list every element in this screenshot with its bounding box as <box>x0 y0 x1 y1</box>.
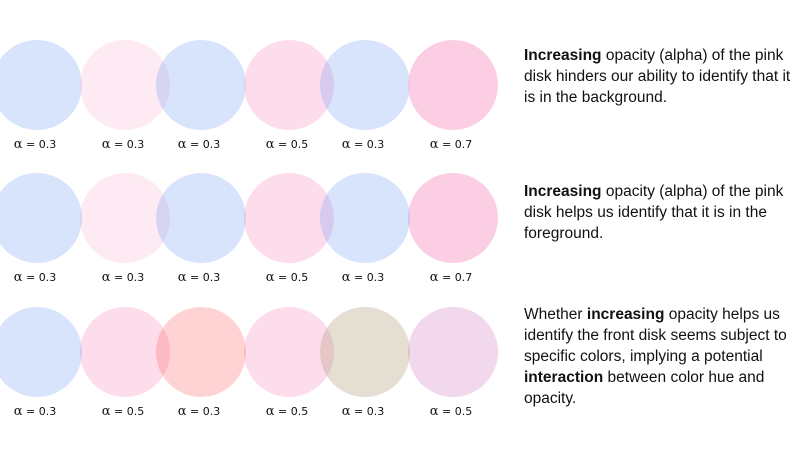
emphasis-text: interaction <box>524 369 604 386</box>
right-disk <box>80 40 170 130</box>
right-disk <box>408 307 498 397</box>
disk-pair: α = 0.3 α = 0.5 <box>156 173 334 285</box>
right-disk <box>80 173 170 263</box>
caption-text: between color hue and opacity. <box>524 369 765 407</box>
left-disk <box>156 173 246 263</box>
alpha-symbol: α <box>14 404 23 419</box>
alpha-symbol: α <box>266 270 275 285</box>
right-disk <box>80 307 170 397</box>
alpha-symbol: α <box>14 137 23 152</box>
alpha-symbol: α <box>266 137 275 152</box>
alpha-value: = 0.5 <box>439 405 473 418</box>
left-disk-alpha-label: α = 0.3 <box>342 270 385 285</box>
right-disk <box>244 173 334 263</box>
right-disk <box>408 173 498 263</box>
right-disk <box>244 40 334 130</box>
alpha-value: = 0.3 <box>351 405 385 418</box>
right-disk <box>244 307 334 397</box>
emphasis-text: Increasing <box>524 183 602 200</box>
alpha-value: = 0.7 <box>439 271 473 284</box>
alpha-symbol: α <box>430 270 439 285</box>
disk-pair: α = 0.3 α = 0.7 <box>320 40 498 152</box>
caption-row-2: Increasing opacity (alpha) of the pink d… <box>524 181 794 244</box>
alpha-value: = 0.3 <box>23 271 57 284</box>
left-disk-alpha-label: α = 0.3 <box>178 270 221 285</box>
left-disk-alpha-label: α = 0.3 <box>342 404 385 419</box>
emphasis-text: increasing <box>586 306 665 323</box>
left-disk-alpha-label: α = 0.3 <box>178 137 221 152</box>
caption-row-3: Whether increasing opacity helps us iden… <box>524 304 794 409</box>
alpha-value: = 0.5 <box>275 405 309 418</box>
disk-pair: α = 0.3 α = 0.5 <box>0 307 170 419</box>
left-disk <box>156 307 246 397</box>
left-disk <box>156 40 246 130</box>
alpha-symbol: α <box>102 404 111 419</box>
alpha-symbol: α <box>342 404 351 419</box>
alpha-value: = 0.3 <box>351 138 385 151</box>
alpha-value: = 0.3 <box>111 138 145 151</box>
alpha-value: = 0.5 <box>275 138 309 151</box>
left-disk <box>0 307 82 397</box>
left-disk <box>320 173 410 263</box>
caption-text: opacity (alpha) of the pink disk hinders… <box>524 47 791 106</box>
disk-pair: α = 0.3 α = 0.3 <box>0 173 170 285</box>
right-disk <box>408 40 498 130</box>
alpha-value: = 0.7 <box>439 138 473 151</box>
right-disk-alpha-label: α = 0.7 <box>430 137 473 152</box>
alpha-value: = 0.3 <box>23 138 57 151</box>
alpha-symbol: α <box>430 404 439 419</box>
left-disk-alpha-label: α = 0.3 <box>14 404 57 419</box>
disk-pair: α = 0.3 α = 0.5 <box>156 307 334 419</box>
alpha-symbol: α <box>102 270 111 285</box>
left-disk-alpha-label: α = 0.3 <box>178 404 221 419</box>
right-disk-alpha-label: α = 0.5 <box>266 137 309 152</box>
alpha-symbol: α <box>102 137 111 152</box>
left-disk <box>320 307 410 397</box>
left-disk <box>0 173 82 263</box>
alpha-value: = 0.3 <box>187 271 221 284</box>
left-disk-alpha-label: α = 0.3 <box>342 137 385 152</box>
caption-row-1: Increasing opacity (alpha) of the pink d… <box>524 45 794 108</box>
alpha-symbol: α <box>430 137 439 152</box>
left-disk-alpha-label: α = 0.3 <box>14 270 57 285</box>
alpha-symbol: α <box>178 270 187 285</box>
emphasis-text: Increasing <box>524 47 602 64</box>
disk-pair: α = 0.3 α = 0.5 <box>156 40 334 152</box>
alpha-symbol: α <box>14 270 23 285</box>
caption-text: Whether <box>524 306 587 323</box>
right-disk-alpha-label: α = 0.5 <box>266 270 309 285</box>
left-disk-alpha-label: α = 0.3 <box>14 137 57 152</box>
alpha-value: = 0.3 <box>187 138 221 151</box>
alpha-value: = 0.3 <box>23 405 57 418</box>
disk-pair: α = 0.3 α = 0.5 <box>320 307 498 419</box>
alpha-symbol: α <box>342 137 351 152</box>
alpha-value: = 0.3 <box>111 271 145 284</box>
disk-pair: α = 0.3 α = 0.3 <box>0 40 170 152</box>
right-disk-alpha-label: α = 0.5 <box>102 404 145 419</box>
caption-text: opacity helps us identify the front disk… <box>524 306 787 365</box>
left-disk <box>0 40 82 130</box>
right-disk-alpha-label: α = 0.7 <box>430 270 473 285</box>
right-disk-alpha-label: α = 0.5 <box>430 404 473 419</box>
alpha-value: = 0.3 <box>351 271 385 284</box>
right-disk-alpha-label: α = 0.3 <box>102 137 145 152</box>
right-disk-alpha-label: α = 0.5 <box>266 404 309 419</box>
alpha-value: = 0.5 <box>275 271 309 284</box>
caption-text: opacity (alpha) of the pink disk helps u… <box>524 183 784 242</box>
alpha-symbol: α <box>342 270 351 285</box>
right-disk-alpha-label: α = 0.3 <box>102 270 145 285</box>
alpha-symbol: α <box>266 404 275 419</box>
alpha-symbol: α <box>178 137 187 152</box>
alpha-symbol: α <box>178 404 187 419</box>
disk-pair: α = 0.3 α = 0.7 <box>320 173 498 285</box>
alpha-value: = 0.3 <box>187 405 221 418</box>
left-disk <box>320 40 410 130</box>
alpha-value: = 0.5 <box>111 405 145 418</box>
